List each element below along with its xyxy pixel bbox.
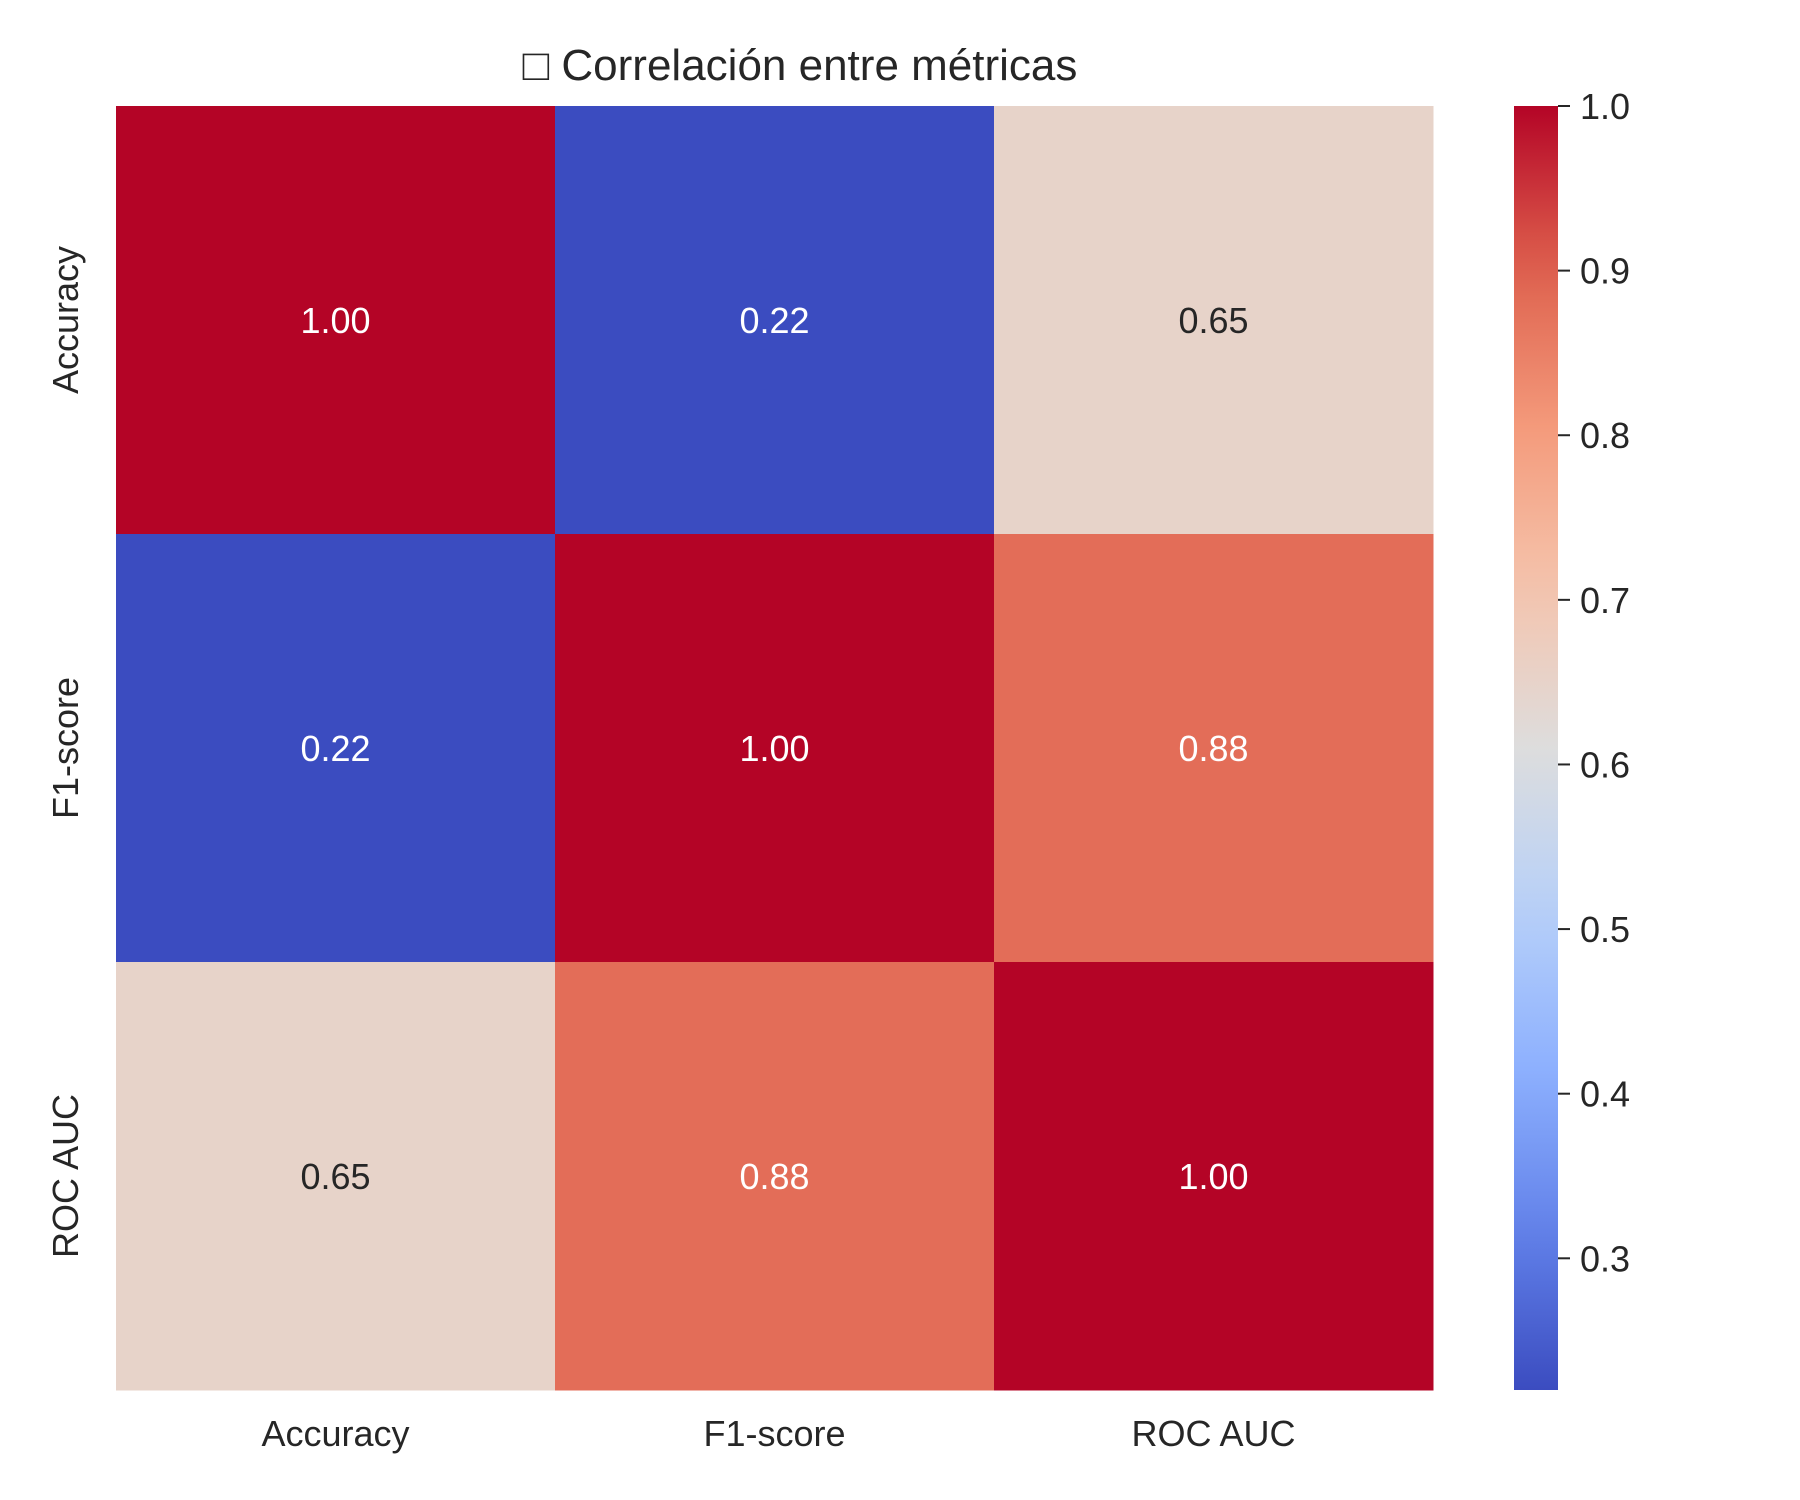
heatmap-cell bbox=[994, 534, 1434, 963]
y-axis-tick-labels: Accuracy F1-score ROC AUC bbox=[45, 246, 86, 1258]
heatmap-cell bbox=[555, 962, 995, 1391]
cell-value-label: 0.22 bbox=[739, 300, 809, 341]
y-tick-label: ROC AUC bbox=[45, 1094, 86, 1258]
x-tick-label: Accuracy bbox=[261, 1413, 409, 1454]
heatmap-cell bbox=[555, 534, 995, 963]
cell-value-label: 1.00 bbox=[739, 728, 809, 769]
heatmap-cell bbox=[116, 534, 556, 963]
heatmap-cell bbox=[994, 962, 1434, 1391]
x-tick-label: ROC AUC bbox=[1131, 1413, 1295, 1454]
colorbar-tick-label: 1.0 bbox=[1580, 86, 1630, 127]
colorbar-tick-label: 0.8 bbox=[1580, 415, 1630, 456]
cell-value-label: 0.88 bbox=[1178, 728, 1248, 769]
cell-value-label: 1.00 bbox=[1178, 1156, 1248, 1197]
colorbar-tick-label: 0.4 bbox=[1580, 1074, 1630, 1115]
heatmap-cell bbox=[555, 106, 995, 535]
colorbar-tick-label: 0.7 bbox=[1580, 580, 1630, 621]
x-tick-label: F1-score bbox=[703, 1413, 845, 1454]
cell-value-label: 0.65 bbox=[300, 1156, 370, 1197]
colorbar-ticks: 0.3 0.4 0.5 0.6 0.7 0.8 0.9 1.0 bbox=[1558, 86, 1630, 1279]
colorbar-tick-label: 0.9 bbox=[1580, 251, 1630, 292]
x-axis-tick-labels: Accuracy F1-score ROC AUC bbox=[261, 1413, 1295, 1454]
y-tick-label: Accuracy bbox=[45, 246, 86, 394]
colorbar-tick-label: 0.6 bbox=[1580, 744, 1630, 785]
cell-value-label: 1.00 bbox=[300, 300, 370, 341]
chart-title: □ Correlación entre métricas bbox=[523, 41, 1078, 90]
colorbar-tick-label: 0.3 bbox=[1580, 1238, 1630, 1279]
colorbar-tick-label: 0.5 bbox=[1580, 909, 1630, 950]
heatmap-cell bbox=[116, 962, 556, 1391]
cell-value-label: 0.65 bbox=[1178, 300, 1248, 341]
cell-value-label: 0.88 bbox=[739, 1156, 809, 1197]
heatmap-cells: 1.00 0.22 0.65 0.22 1.00 0.88 0.65 0.88 1.00 bbox=[116, 106, 1434, 1391]
heatmap-cell bbox=[116, 106, 556, 535]
colorbar-gradient bbox=[1514, 106, 1558, 1390]
cell-value-label: 0.22 bbox=[300, 728, 370, 769]
y-tick-label: F1-score bbox=[45, 677, 86, 819]
heatmap-cell bbox=[994, 106, 1434, 535]
colorbar: 0.3 0.4 0.5 0.6 0.7 0.8 0.9 1.0 bbox=[1514, 86, 1630, 1390]
